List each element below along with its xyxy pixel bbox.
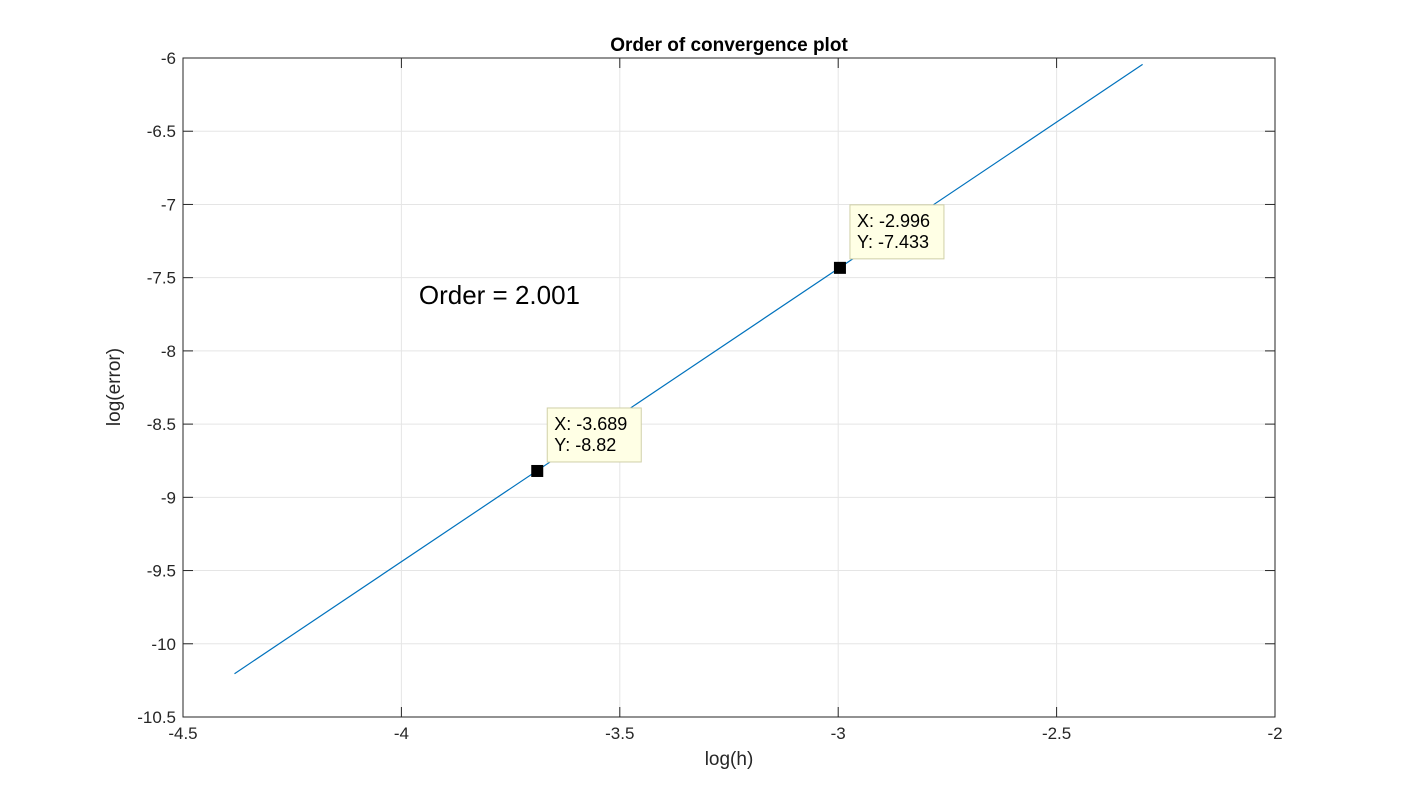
y-tick-label: -9.5 (147, 562, 176, 581)
x-tick-label: -4.5 (168, 724, 197, 743)
y-tick-label: -7 (161, 195, 176, 214)
y-tick-label: -8 (161, 342, 176, 361)
axes-box (182, 57, 1276, 718)
x-tick-label: -3.5 (605, 724, 634, 743)
x-tick-label: -3 (831, 724, 846, 743)
datatip-box (849, 204, 945, 260)
order-annotation: Order = 2.001 (419, 280, 580, 310)
y-tick-label: -6.5 (147, 122, 176, 141)
tick-marks (182, 57, 1276, 718)
datatip-y-label: Y: -7.433 (857, 232, 929, 252)
plot-area-background (183, 58, 1275, 717)
y-tick-label: -10 (151, 635, 176, 654)
datatip-box (546, 407, 642, 463)
data-series (234, 63, 1143, 675)
y-tick-label: -8.5 (147, 415, 176, 434)
x-tick-label: -2 (1267, 724, 1282, 743)
grid-lines (182, 57, 1276, 718)
y-axis-label: log(error) (104, 348, 125, 426)
x-tick-label: -2.5 (1042, 724, 1071, 743)
y-tick-label: -9 (161, 488, 176, 507)
y-tick-labels: -10.5 -10 -9.5 -9 -8.5 -8 -7.5 -7 -6.5 -6 (137, 49, 176, 727)
chart-title: Order of convergence plot (610, 35, 848, 56)
y-tick-label: -7.5 (147, 269, 176, 288)
series-line (234, 63, 1143, 675)
datatip-marker (531, 464, 544, 477)
datatip-x-label: X: -3.689 (554, 414, 627, 434)
x-tick-label: -4 (394, 724, 409, 743)
datatip-marker (833, 261, 846, 274)
datatip-x-label: X: -2.996 (857, 211, 930, 231)
y-tick-label: -6 (161, 49, 176, 68)
x-tick-labels: -4.5 -4 -3.5 -3 -2.5 -2 (168, 724, 1282, 743)
annotations: Order = 2.001 (419, 280, 580, 310)
datatip-y-label: Y: -8.82 (554, 435, 616, 455)
x-axis-label: log(h) (705, 749, 754, 770)
y-tick-label: -10.5 (137, 708, 176, 727)
